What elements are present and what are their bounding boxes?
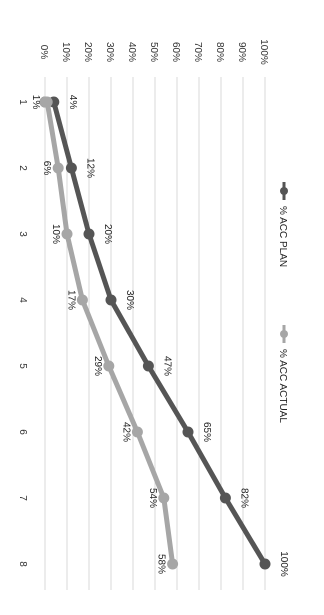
- data-label: 6%: [41, 161, 52, 176]
- data-point: [219, 492, 231, 504]
- x-tick-label: 7: [17, 495, 28, 501]
- gridlines: [44, 77, 266, 590]
- y-tick-label: 60%: [170, 42, 181, 62]
- data-label: 54%: [147, 488, 158, 508]
- data-label: 82%: [238, 488, 249, 508]
- data-label: 30%: [124, 290, 135, 310]
- legend-label-actual: % ACC ACTUAL: [277, 349, 288, 423]
- x-tick-label: 6: [17, 429, 28, 435]
- data-point: [259, 558, 271, 570]
- data-point: [61, 228, 73, 240]
- data-point: [65, 162, 77, 174]
- y-tick-label: 50%: [148, 42, 159, 62]
- series-lines: [39, 96, 271, 570]
- legend-marker-actual: [280, 330, 288, 338]
- y-tick-label: 10%: [60, 42, 71, 62]
- y-tick-label: 40%: [126, 42, 137, 62]
- data-point: [52, 162, 64, 174]
- legend-label-plan: % ACC PLAN: [277, 206, 288, 267]
- data-label: 20%: [102, 224, 113, 244]
- data-point: [83, 228, 95, 240]
- data-label: 58%: [156, 554, 167, 574]
- data-point: [158, 492, 170, 504]
- y-tick-label: 80%: [214, 42, 225, 62]
- y-tick-label: 30%: [104, 42, 115, 62]
- data-label: 4%: [67, 95, 78, 110]
- y-tick-label: 20%: [82, 42, 93, 62]
- data-point: [142, 360, 154, 372]
- data-label: 12%: [84, 158, 95, 178]
- x-tick-label: 8: [17, 561, 28, 567]
- data-point: [105, 294, 117, 306]
- legend-item-actual: % ACC ACTUAL: [277, 325, 288, 423]
- y-tick-label: 0%: [38, 45, 49, 60]
- x-tick-label: 3: [17, 231, 28, 237]
- data-label: 65%: [201, 422, 212, 442]
- x-tick-label: 1: [17, 99, 28, 105]
- data-label: 1%: [30, 95, 41, 110]
- data-label: 42%: [120, 422, 131, 442]
- data-point: [103, 360, 115, 372]
- data-label: 47%: [161, 356, 172, 376]
- data-labels: 4% 12% 20% 30% 47% 65% 82% 100% 1% 6% 10% 17% 29% 42%…: [30, 95, 289, 577]
- y-tick-label: 90%: [236, 42, 247, 62]
- data-label: 17%: [65, 290, 76, 310]
- x-tick-label: 2: [17, 165, 28, 171]
- legend-item-plan: % ACC PLAN: [277, 182, 288, 267]
- x-tick-label: 4: [17, 297, 28, 303]
- x-tick-label: 5: [17, 363, 28, 369]
- data-point: [182, 426, 194, 438]
- data-point: [131, 426, 143, 438]
- y-tick-label: 70%: [192, 42, 203, 62]
- data-label: 100%: [278, 551, 289, 577]
- data-point: [41, 96, 53, 108]
- y-axis-tick-labels: 0% 10% 20% 30% 40% 50% 60% 70% 80% 90% 100%: [38, 39, 269, 65]
- data-label: 29%: [92, 356, 103, 376]
- legend-marker-plan: [280, 187, 288, 195]
- data-label: 10%: [50, 224, 61, 244]
- legend: % ACC PLAN % ACC ACTUAL: [277, 182, 288, 423]
- y-tick-label: 100%: [258, 39, 269, 65]
- data-point: [76, 294, 88, 306]
- x-axis-tick-labels: 1 2 3 4 5 6 7 8: [17, 99, 28, 567]
- data-point: [167, 558, 179, 570]
